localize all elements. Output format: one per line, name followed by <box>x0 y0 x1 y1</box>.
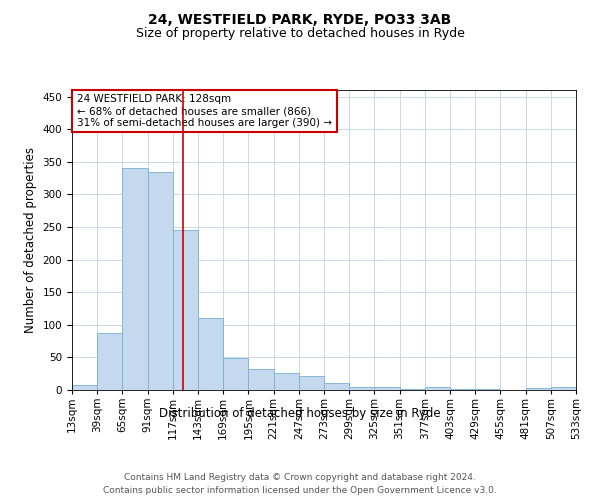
Text: Contains HM Land Registry data © Crown copyright and database right 2024.: Contains HM Land Registry data © Crown c… <box>124 474 476 482</box>
Bar <box>122 168 148 390</box>
Text: 24, WESTFIELD PARK, RYDE, PO33 3AB: 24, WESTFIELD PARK, RYDE, PO33 3AB <box>148 12 452 26</box>
Bar <box>97 332 122 390</box>
Bar <box>425 388 450 390</box>
Bar <box>198 318 223 390</box>
Y-axis label: Number of detached properties: Number of detached properties <box>24 147 37 333</box>
Bar <box>299 376 324 390</box>
Bar <box>324 384 349 390</box>
Text: Distribution of detached houses by size in Ryde: Distribution of detached houses by size … <box>159 408 441 420</box>
Bar <box>248 369 274 390</box>
Text: 24 WESTFIELD PARK: 128sqm
← 68% of detached houses are smaller (866)
31% of semi: 24 WESTFIELD PARK: 128sqm ← 68% of detac… <box>77 94 332 128</box>
Bar <box>450 388 475 390</box>
Bar <box>148 172 173 390</box>
Bar <box>349 386 374 390</box>
Bar <box>274 373 299 390</box>
Bar <box>173 230 198 390</box>
Bar <box>223 358 248 390</box>
Bar <box>526 388 551 390</box>
Text: Contains public sector information licensed under the Open Government Licence v3: Contains public sector information licen… <box>103 486 497 495</box>
Bar <box>551 388 576 390</box>
Bar <box>374 386 400 390</box>
Text: Size of property relative to detached houses in Ryde: Size of property relative to detached ho… <box>136 28 464 40</box>
Bar <box>72 386 97 390</box>
